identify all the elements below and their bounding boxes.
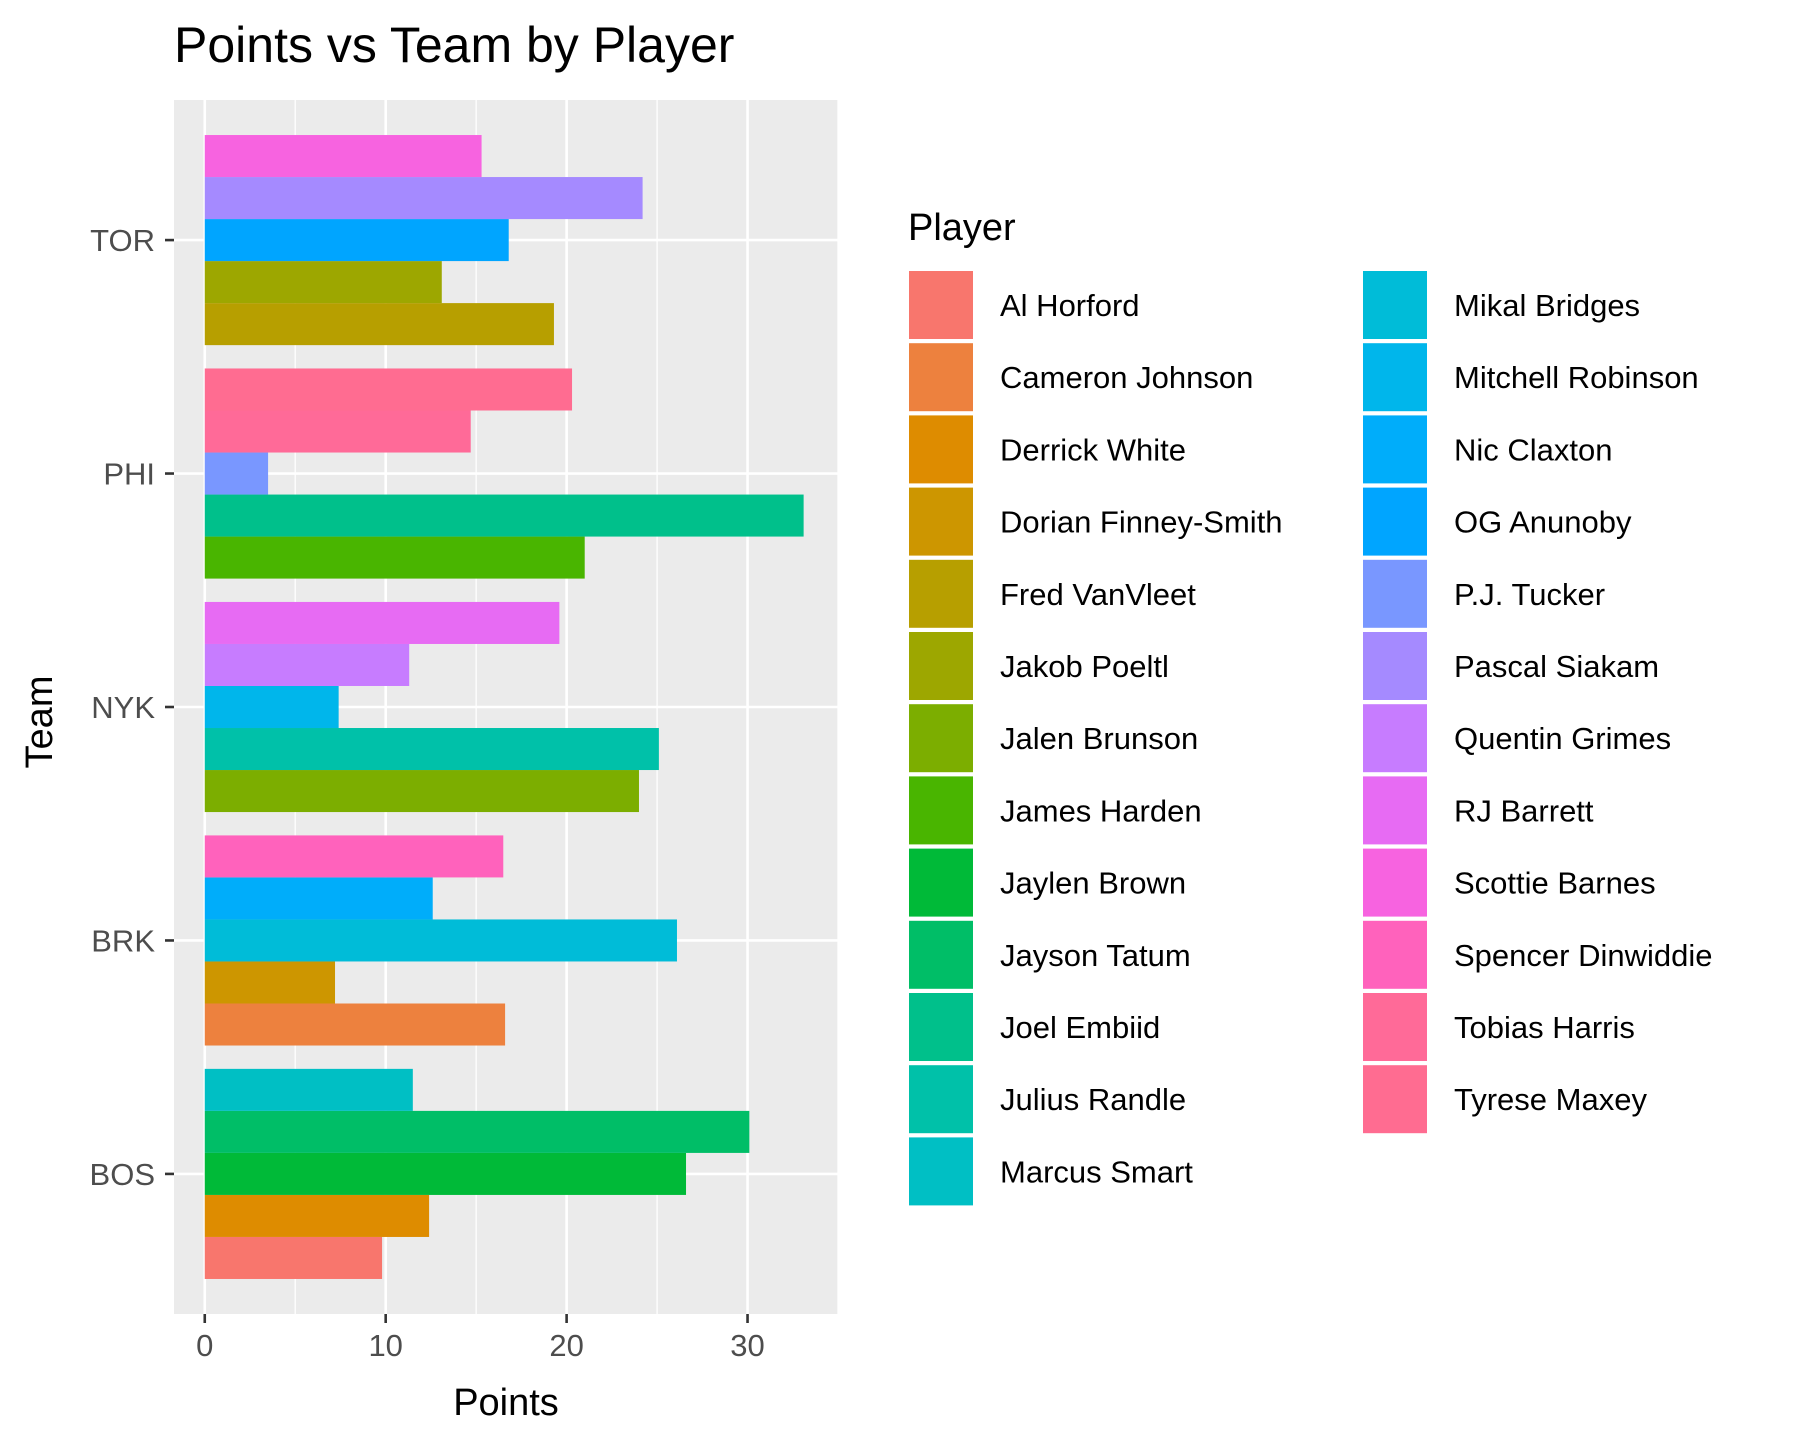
x-tick-label: 30 (730, 1328, 764, 1363)
legend-label-spencer-dinwiddie: Spencer Dinwiddie (1454, 938, 1712, 973)
legend-key-pascal-siakam (1361, 630, 1429, 702)
legend-label-mitchell-robinson: Mitchell Robinson (1454, 360, 1699, 395)
legend-key-nic-claxton (1361, 413, 1429, 486)
bar-nyk-quentin-grimes (204, 643, 410, 686)
chart-title: Points vs Team by Player (174, 17, 734, 73)
y-axis: BOS BRK NYK PHI TOR (90, 223, 174, 1192)
bar-bos-al-horford (204, 1236, 383, 1279)
legend-label-pascal-siakam: Pascal Siakam (1454, 649, 1659, 684)
legend-label-jalen-brunson: Jalen Brunson (1000, 721, 1198, 756)
bar-nyk-jalen-brunson (204, 770, 639, 813)
x-tick-label: 0 (196, 1328, 213, 1363)
legend-label-al-horford: Al Horford (1000, 288, 1140, 323)
legend-label-derrick-white: Derrick White (1000, 432, 1186, 467)
legend-label-joel-embiid: Joel Embiid (1000, 1010, 1160, 1045)
bar-bos-jaylen-brown (204, 1152, 687, 1195)
legend-key-quentin-grimes (1361, 702, 1429, 775)
legend-label-p-j-tucker: P.J. Tucker (1454, 577, 1605, 612)
legend-label-julius-randle: Julius Randle (1000, 1082, 1186, 1117)
legend-label-marcus-smart: Marcus Smart (1000, 1154, 1193, 1189)
legend-key-tyrese-maxey (1361, 1063, 1429, 1136)
legend-label-jaylen-brown: Jaylen Brown (1000, 866, 1186, 901)
legend-label-fred-vanvleet: Fred VanVleet (1000, 577, 1196, 612)
bar-brk-nic-claxton (204, 877, 433, 920)
bar-brk-mikal-bridges (204, 919, 677, 962)
bar-nyk-mitchell-robinson (204, 685, 339, 729)
bars (204, 135, 804, 1279)
legend-key-jalen-brunson (907, 702, 975, 775)
legend-key-jakob-poeltl (907, 630, 975, 702)
legend-key-p-j-tucker (1361, 557, 1429, 630)
legend-label-og-anunoby: OG Anunoby (1454, 505, 1632, 540)
bar-phi-james-harden (204, 536, 585, 579)
bar-tor-og-anunoby (204, 219, 509, 262)
legend-key-al-horford (907, 269, 975, 341)
bar-phi-tyrese-maxey (204, 368, 573, 411)
bar-nyk-julius-randle (204, 728, 659, 771)
legend-title: Player (908, 207, 1016, 249)
legend-key-fred-vanvleet (907, 557, 975, 630)
legend-key-tobias-harris (1361, 991, 1429, 1063)
bar-tor-fred-vanvleet (204, 303, 554, 346)
y-axis-title: Team (19, 676, 61, 769)
legend-key-derrick-white (907, 413, 975, 486)
legend-key-scottie-barnes (1361, 846, 1429, 919)
bar-tor-scottie-barnes (204, 135, 482, 178)
bar-bos-jayson-tatum (204, 1110, 750, 1153)
legend-key-james-harden (907, 774, 975, 847)
bar-tor-pascal-siakam (204, 177, 643, 220)
legend-key-rj-barrett (1361, 774, 1429, 847)
bar-brk-cameron-johnson (204, 1003, 506, 1046)
bar-nyk-rj-barrett (204, 601, 560, 644)
y-tick-label-brk: BRK (91, 923, 155, 958)
bar-brk-spencer-dinwiddie (204, 835, 504, 878)
legend: Al Horford Cameron Johnson Derrick White Do… (907, 269, 1712, 1208)
bar-phi-p-j-tucker (204, 452, 269, 495)
bar-phi-joel-embiid (204, 494, 804, 537)
legend-label-james-harden: James Harden (1000, 793, 1202, 828)
y-tick-label-phi: PHI (103, 457, 155, 492)
legend-label-dorian-finney-smith: Dorian Finney-Smith (1000, 505, 1283, 540)
legend-key-og-anunoby (1361, 485, 1429, 558)
legend-key-mitchell-robinson (1361, 341, 1429, 414)
y-tick-label-tor: TOR (90, 223, 155, 258)
y-tick-label-bos: BOS (90, 1157, 155, 1192)
x-tick-label: 20 (549, 1328, 583, 1363)
legend-label-cameron-johnson: Cameron Johnson (1000, 360, 1253, 395)
legend-key-jayson-tatum (907, 918, 975, 991)
bar-tor-jakob-poeltl (204, 261, 442, 304)
y-tick-label-nyk: NYK (91, 690, 155, 725)
legend-label-jayson-tatum: Jayson Tatum (1000, 938, 1191, 973)
legend-label-scottie-barnes: Scottie Barnes (1454, 866, 1656, 901)
legend-key-jaylen-brown (907, 846, 975, 919)
bar-bos-derrick-white (204, 1194, 430, 1237)
bar-phi-tobias-harris (204, 410, 471, 453)
bar-bos-marcus-smart (204, 1068, 413, 1111)
legend-key-mikal-bridges (1361, 269, 1429, 341)
legend-label-tyrese-maxey: Tyrese Maxey (1454, 1082, 1647, 1117)
x-tick-label: 10 (368, 1328, 402, 1363)
legend-key-cameron-johnson (907, 341, 975, 414)
legend-key-spencer-dinwiddie (1361, 918, 1429, 991)
legend-key-dorian-finney-smith (907, 485, 975, 558)
legend-label-nic-claxton: Nic Claxton (1454, 432, 1613, 467)
legend-key-marcus-smart (907, 1135, 975, 1208)
bar-brk-dorian-finney-smith (204, 961, 336, 1004)
legend-key-joel-embiid (907, 991, 975, 1063)
legend-label-mikal-bridges: Mikal Bridges (1454, 288, 1640, 323)
x-axis-title: Points (453, 1382, 559, 1424)
legend-label-rj-barrett: RJ Barrett (1454, 793, 1594, 828)
legend-label-jakob-poeltl: Jakob Poeltl (1000, 649, 1169, 684)
x-axis: 0 10 20 30 (196, 1314, 765, 1363)
legend-key-julius-randle (907, 1063, 975, 1136)
legend-label-quentin-grimes: Quentin Grimes (1454, 721, 1671, 756)
legend-label-tobias-harris: Tobias Harris (1454, 1010, 1635, 1045)
